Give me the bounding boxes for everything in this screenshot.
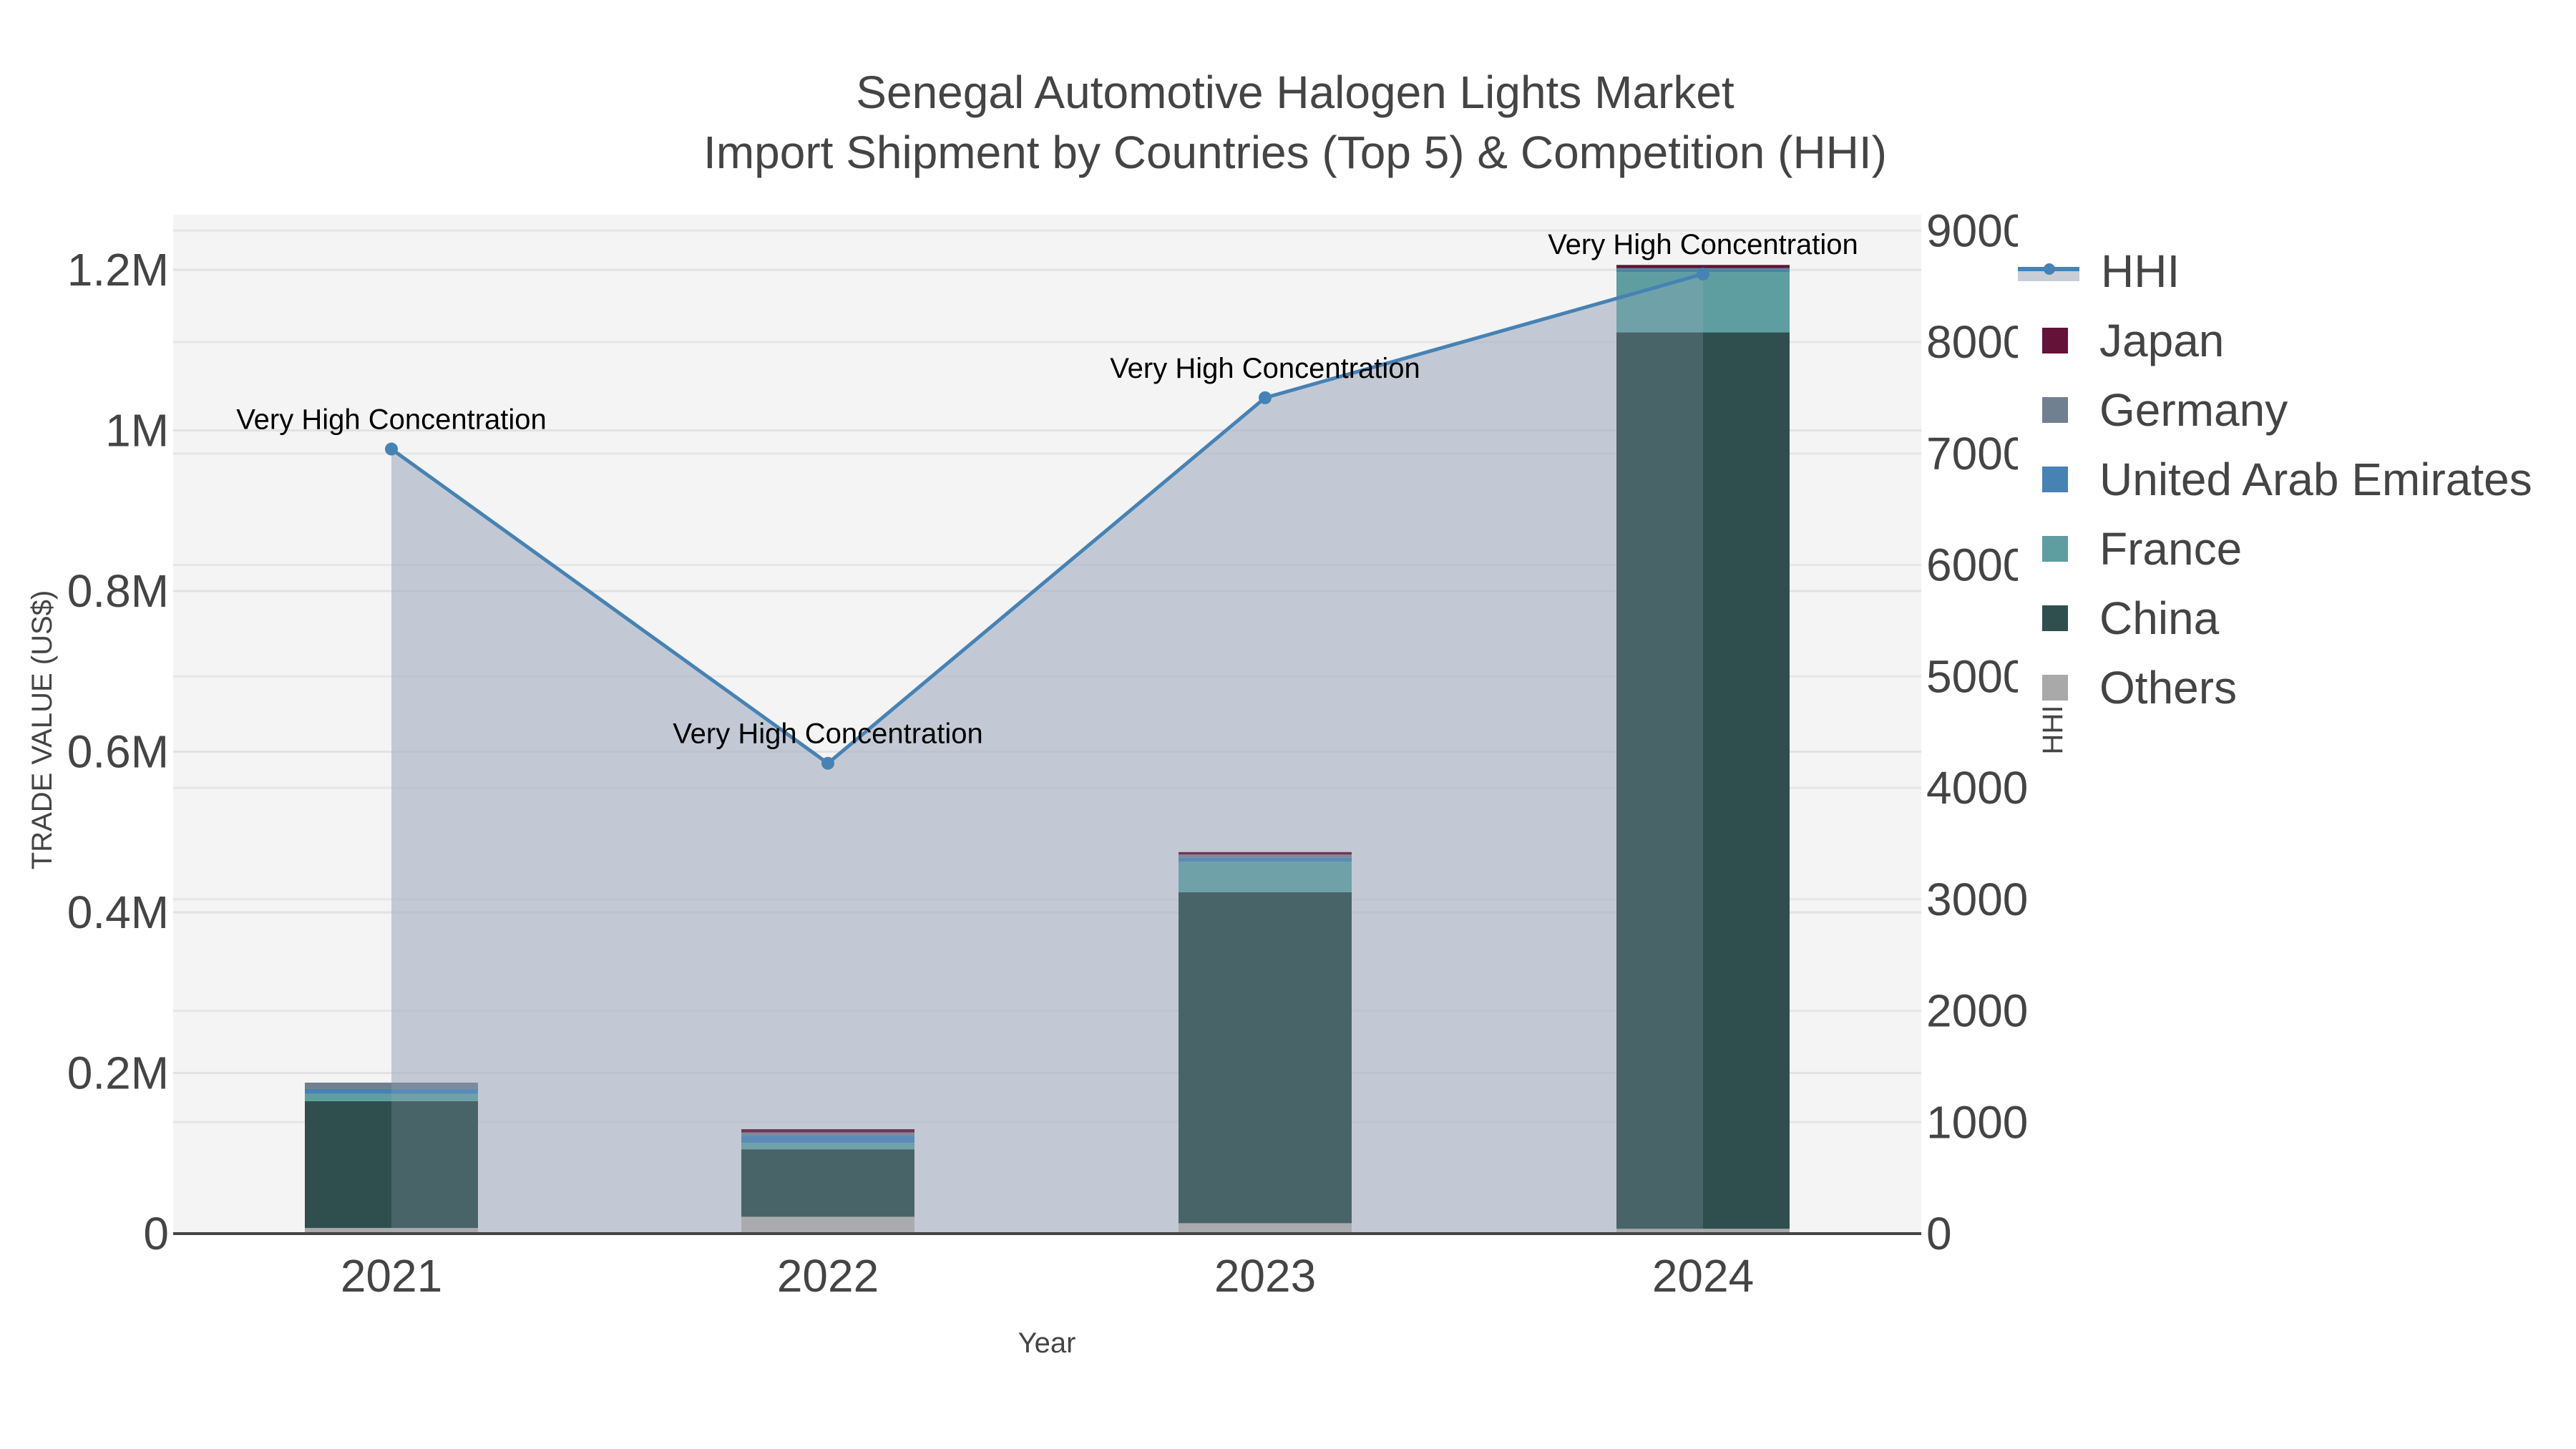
legend-label: HHI — [2101, 245, 2180, 297]
y-axis-right-title: HHI — [2037, 706, 2069, 755]
bar-segment-japan[interactable] — [1179, 852, 1352, 855]
hhi-marker[interactable] — [1697, 267, 1709, 280]
legend-item-uae[interactable]: United Arab Emirates — [2018, 444, 2532, 514]
bar-segment-germany[interactable] — [1179, 854, 1352, 858]
bar-segment-others[interactable] — [1616, 1229, 1790, 1234]
bar-segment-germany[interactable] — [305, 1082, 478, 1089]
y-right-tick-label: 9000 — [1926, 205, 2028, 256]
legend-item-france[interactable]: France — [2018, 514, 2532, 583]
line-marker-icon — [2018, 258, 2079, 284]
bar-segment-united-arab-emirates[interactable] — [741, 1136, 914, 1143]
bar-segment-france[interactable] — [305, 1093, 478, 1101]
legend: HHI Japan Germany United Arab Emirates F… — [2018, 236, 2532, 722]
stacked-bars — [305, 265, 1790, 1234]
chart-title-line1: Senegal Automotive Halogen Lights Market — [856, 67, 1735, 118]
y-left-tick-label: 0.8M — [67, 565, 169, 617]
bar-segment-germany[interactable] — [741, 1132, 914, 1136]
square-swatch-icon — [2042, 674, 2068, 701]
y-right-tick-label: 1000 — [1926, 1096, 2028, 1148]
bar-segment-others[interactable] — [1179, 1223, 1352, 1234]
bar-segment-others[interactable] — [741, 1216, 914, 1234]
y-left-tick-label: 1.2M — [67, 244, 169, 296]
y-right-tick-label: 0 — [1926, 1208, 1952, 1259]
legend-label: China — [2099, 592, 2220, 644]
hhi-marker[interactable] — [821, 756, 834, 770]
y-axis-left-ticks: 0 0.2M 0.4M 0.6M 0.8M 1M 1.2M — [67, 244, 169, 1259]
hhi-annotation-label: Very High Concentration — [673, 718, 983, 750]
y-left-tick-label: 0.6M — [67, 726, 169, 778]
y-right-tick-label: 8000 — [1926, 316, 2028, 368]
y-right-tick-label: 3000 — [1926, 874, 2028, 925]
x-axis-ticks: 2021 2022 2023 2024 — [341, 1250, 1754, 1302]
square-swatch-icon — [2042, 466, 2068, 492]
hhi-marker[interactable] — [385, 442, 398, 456]
x-tick-label: 2022 — [777, 1250, 879, 1302]
x-tick-label: 2024 — [1652, 1250, 1754, 1302]
bar-segment-china[interactable] — [741, 1149, 914, 1217]
y-left-tick-label: 0 — [143, 1208, 169, 1259]
y-axis-right-ticks: 0 1000 2000 3000 4000 5000 6000 7000 8000 9000 — [1926, 205, 2028, 1259]
legend-item-china[interactable]: China — [2018, 583, 2532, 653]
square-swatch-icon — [2042, 327, 2068, 353]
bar-segment-others[interactable] — [305, 1228, 478, 1234]
y-right-tick-label: 2000 — [1926, 985, 2028, 1037]
y-right-tick-label: 5000 — [1926, 650, 2028, 702]
legend-label: Germany — [2099, 384, 2288, 436]
hhi-area-overlay — [391, 273, 1703, 1234]
square-swatch-icon — [2042, 396, 2068, 423]
bar-segment-united-arab-emirates[interactable] — [1179, 857, 1352, 862]
hhi-annotations: Very High Concentration Very High Concent… — [236, 229, 1858, 750]
legend-label: United Arab Emirates — [2099, 453, 2532, 505]
y-left-tick-label: 0.2M — [67, 1048, 169, 1099]
y-left-tick-label: 0.4M — [67, 887, 169, 938]
bar-segment-china[interactable] — [1616, 332, 1790, 1229]
y-left-tick-label: 1M — [105, 405, 169, 457]
hhi-line — [385, 267, 1709, 770]
legend-item-germany[interactable]: Germany — [2018, 375, 2532, 444]
hhi-annotation-label: Very High Concentration — [236, 404, 547, 436]
bar-segment-france[interactable] — [1616, 272, 1790, 333]
chart-title-line2: Import Shipment by Countries (Top 5) & C… — [703, 127, 1887, 178]
legend-label: Japan — [2099, 314, 2225, 366]
legend-item-others[interactable]: Others — [2018, 653, 2532, 722]
hhi-annotation-label: Very High Concentration — [1548, 229, 1858, 260]
y-axis-left-title: TRADE VALUE (US$) — [26, 590, 58, 869]
bar-segment-japan[interactable] — [1616, 265, 1790, 268]
hhi-polyline — [390, 272, 1704, 766]
bar-segment-france[interactable] — [1179, 862, 1352, 892]
legend-label: France — [2099, 522, 2243, 575]
legend-item-hhi[interactable]: HHI — [2018, 236, 2532, 306]
legend-item-japan[interactable]: Japan — [2018, 306, 2532, 375]
hhi-area — [391, 273, 1703, 1234]
hhi-annotation-label: Very High Concentration — [1110, 353, 1420, 384]
bar-segment-united-arab-emirates[interactable] — [305, 1088, 478, 1094]
legend-label: Others — [2099, 661, 2238, 713]
y-right-tick-label: 7000 — [1926, 428, 2028, 479]
hhi-marker[interactable] — [1259, 391, 1272, 404]
bar-segment-china[interactable] — [305, 1101, 478, 1229]
x-tick-label: 2023 — [1214, 1250, 1316, 1302]
square-swatch-icon — [2042, 605, 2068, 631]
y-right-tick-label: 4000 — [1926, 762, 2028, 814]
y-right-tick-label: 6000 — [1926, 540, 2028, 591]
bar-segment-japan[interactable] — [741, 1129, 914, 1133]
square-swatch-icon — [2042, 535, 2068, 562]
x-tick-label: 2021 — [341, 1250, 442, 1302]
bar-segment-china[interactable] — [1179, 892, 1352, 1224]
hhi-area-fill — [391, 273, 1703, 1234]
x-axis-title: Year — [1018, 1327, 1076, 1359]
bar-segment-france[interactable] — [741, 1143, 914, 1150]
